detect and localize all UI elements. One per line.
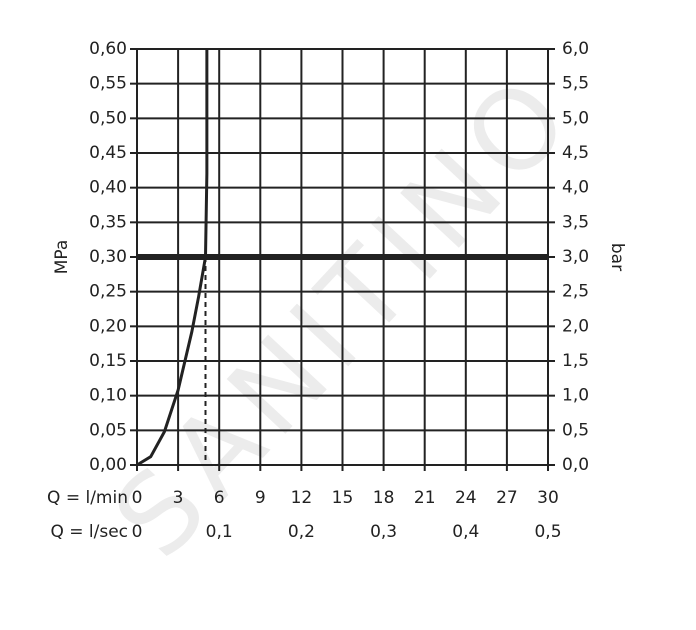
x2-axis-title: Q = l/sec (50, 522, 128, 542)
y-tick-label: 0,20 (89, 316, 127, 336)
x-tick-label: 24 (455, 488, 477, 508)
x-tick-label: 12 (291, 488, 313, 508)
x-axis-title: Q = l/min (47, 488, 128, 508)
x2-tick-label: 0,3 (370, 522, 397, 542)
y-tick-label: 0,60 (89, 39, 127, 59)
y2-tick-label: 2,0 (562, 316, 589, 336)
curve (136, 49, 209, 467)
y2-tick-label: 1,5 (562, 351, 589, 371)
x-tick-label: 3 (173, 488, 184, 508)
y2-tick-label: 4,0 (562, 178, 589, 198)
x2-tick-label: 0,1 (206, 522, 233, 542)
y-tick-label: 0,00 (89, 455, 127, 475)
y2-tick-label: 5,0 (562, 108, 589, 128)
y2-tick-label: 3,5 (562, 212, 589, 232)
y-tick-label: 0,05 (89, 420, 127, 440)
y-tick-label: 0,45 (89, 143, 127, 163)
y-tick-label: 0,10 (89, 386, 127, 406)
y2-tick-label: 2,5 (562, 282, 589, 302)
y2-tick-label: 4,5 (562, 143, 589, 163)
y2-tick-label: 1,0 (562, 386, 589, 406)
x2-tick-label: 0,5 (534, 522, 561, 542)
y-tick-label: 0,25 (89, 282, 127, 302)
y-axis-title: MPa (52, 240, 72, 275)
x2-tick-label: 0,4 (452, 522, 479, 542)
y2-tick-label: 3,0 (562, 247, 589, 267)
x-tick-label: 0 (132, 488, 143, 508)
y-tick-label: 0,55 (89, 74, 127, 94)
x-tick-label: 9 (255, 488, 266, 508)
y-tick-label: 0,15 (89, 351, 127, 371)
y-tick-label: 0,50 (89, 108, 127, 128)
x-tick-label: 27 (496, 488, 518, 508)
x-tick-label: 18 (373, 488, 395, 508)
x-tick-label: 21 (414, 488, 436, 508)
y-tick-label: 0,40 (89, 178, 127, 198)
y-tick-label: 0,30 (89, 247, 127, 267)
y2-axis-title: bar (607, 243, 627, 271)
y2-tick-label: 5,5 (562, 74, 589, 94)
x2-tick-label: 0 (132, 522, 143, 542)
y-tick-label: 0,35 (89, 212, 127, 232)
x-tick-label: 6 (214, 488, 225, 508)
x-tick-label: 30 (537, 488, 559, 508)
x2-tick-label: 0,2 (288, 522, 315, 542)
y2-tick-label: 6,0 (562, 39, 589, 59)
y2-tick-label: 0,5 (562, 420, 589, 440)
x-tick-label: 15 (332, 488, 354, 508)
y2-tick-label: 0,0 (562, 455, 589, 475)
